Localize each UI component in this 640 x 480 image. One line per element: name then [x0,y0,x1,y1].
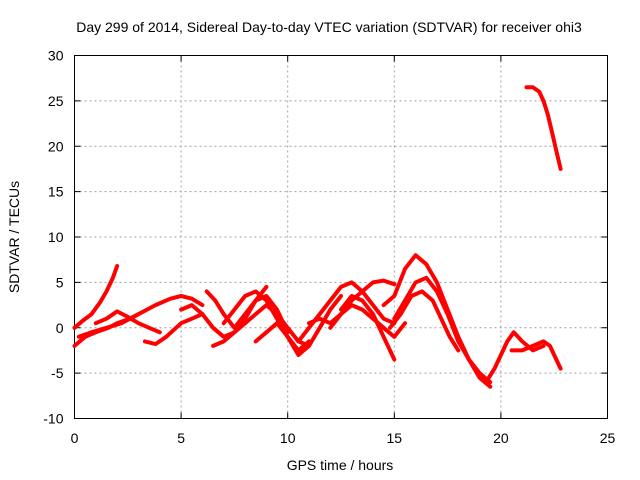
series-line-s16 [392,275,493,389]
tick-layer: 0 5 10 15 20 25 -10 -5 0 5 10 15 20 25 30 [43,48,615,447]
x-tick-label: 10 [280,430,296,446]
x-tick-label: 20 [493,430,509,446]
series-line-s5 [142,312,205,347]
y-tick-label: 0 [56,320,64,336]
y-tick-label: 30 [48,48,64,64]
series-line-s18 [484,330,546,385]
series-line-s3 [76,294,205,339]
grid-layer [74,55,608,419]
y-axis-label: SDTVAR / TECUs [6,181,22,293]
series-line-s19 [509,339,563,371]
series-line-s4 [93,309,162,335]
series-line-s8 [211,303,311,348]
series-layer [72,85,563,389]
x-tick-label: 25 [600,430,616,446]
y-tick-label: 10 [48,229,64,245]
series-line-s17 [388,289,461,353]
series-line-s20 [524,85,563,171]
series-line-s13 [328,303,407,339]
x-tick-label: 0 [71,430,79,446]
x-tick-label: 15 [387,430,403,446]
y-tick-label: 20 [48,138,64,154]
series-line-s14 [339,294,397,362]
y-tick-label: -10 [43,411,63,427]
x-tick-label: 5 [177,430,185,446]
y-tick-label: 5 [56,274,64,290]
series-line-s12 [307,278,397,326]
series-line-s7 [204,289,290,335]
series-line-s1 [72,264,120,330]
series-line-s10 [253,294,343,357]
y-tick-label: -5 [51,365,64,381]
x-axis-label: GPS time / hours [287,457,394,473]
y-tick-label: 15 [48,184,64,200]
y-tick-label: 25 [48,93,64,109]
chart-title: Day 299 of 2014, Sidereal Day-to-day VTE… [76,19,582,35]
